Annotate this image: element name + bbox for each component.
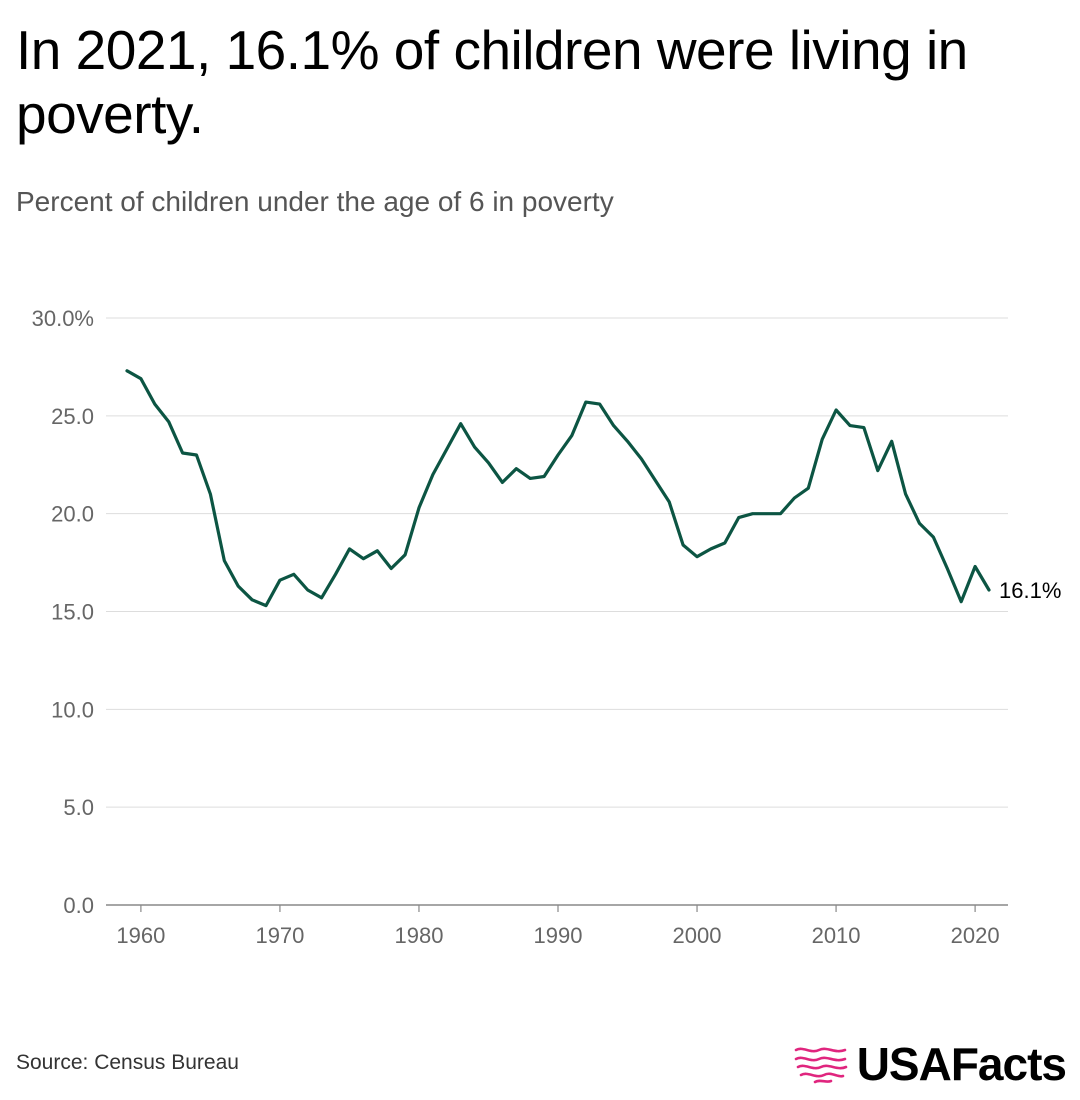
x-tick-label: 1980 — [394, 923, 443, 948]
y-tick-label: 5.0 — [63, 795, 94, 820]
y-axis-ticks: 30.0% 25.0 20.0 15.0 10.0 5.0 0.0 — [32, 306, 94, 918]
x-tick-label: 2020 — [951, 923, 1000, 948]
y-tick-label: 10.0 — [51, 697, 94, 722]
x-tick-label: 2000 — [673, 923, 722, 948]
x-tick-label: 1990 — [534, 923, 583, 948]
line-chart: 30.0% 25.0 20.0 15.0 10.0 5.0 0.0 1960 1970 1980… — [32, 306, 1062, 948]
brand-name: USAFacts — [856, 1038, 1067, 1090]
y-tick-label: 20.0 — [51, 502, 94, 527]
x-tick-label: 1970 — [255, 923, 304, 948]
x-axis-ticks: 1960 1970 1980 1990 2000 2010 2020 — [116, 905, 1000, 948]
end-value-label: 16.1% — [999, 578, 1061, 603]
chart-title: In 2021, 16.1% of children were living i… — [16, 19, 968, 145]
chart-subtitle: Percent of children under the age of 6 i… — [16, 186, 614, 217]
brand-logo: USAFacts — [793, 1036, 1067, 1092]
usafacts-flag-icon — [794, 1047, 848, 1084]
grid-lines — [106, 317, 1008, 808]
y-tick-label: 0.0 — [63, 893, 94, 918]
series-line — [125, 369, 991, 608]
x-tick-label: 1960 — [116, 923, 165, 948]
x-tick-label: 2010 — [812, 923, 861, 948]
source-note: Source: Census Bureau — [16, 1051, 239, 1074]
y-tick-label: 25.0 — [51, 404, 94, 429]
y-tick-label: 15.0 — [51, 600, 94, 625]
y-tick-label: 30.0% — [32, 306, 94, 331]
